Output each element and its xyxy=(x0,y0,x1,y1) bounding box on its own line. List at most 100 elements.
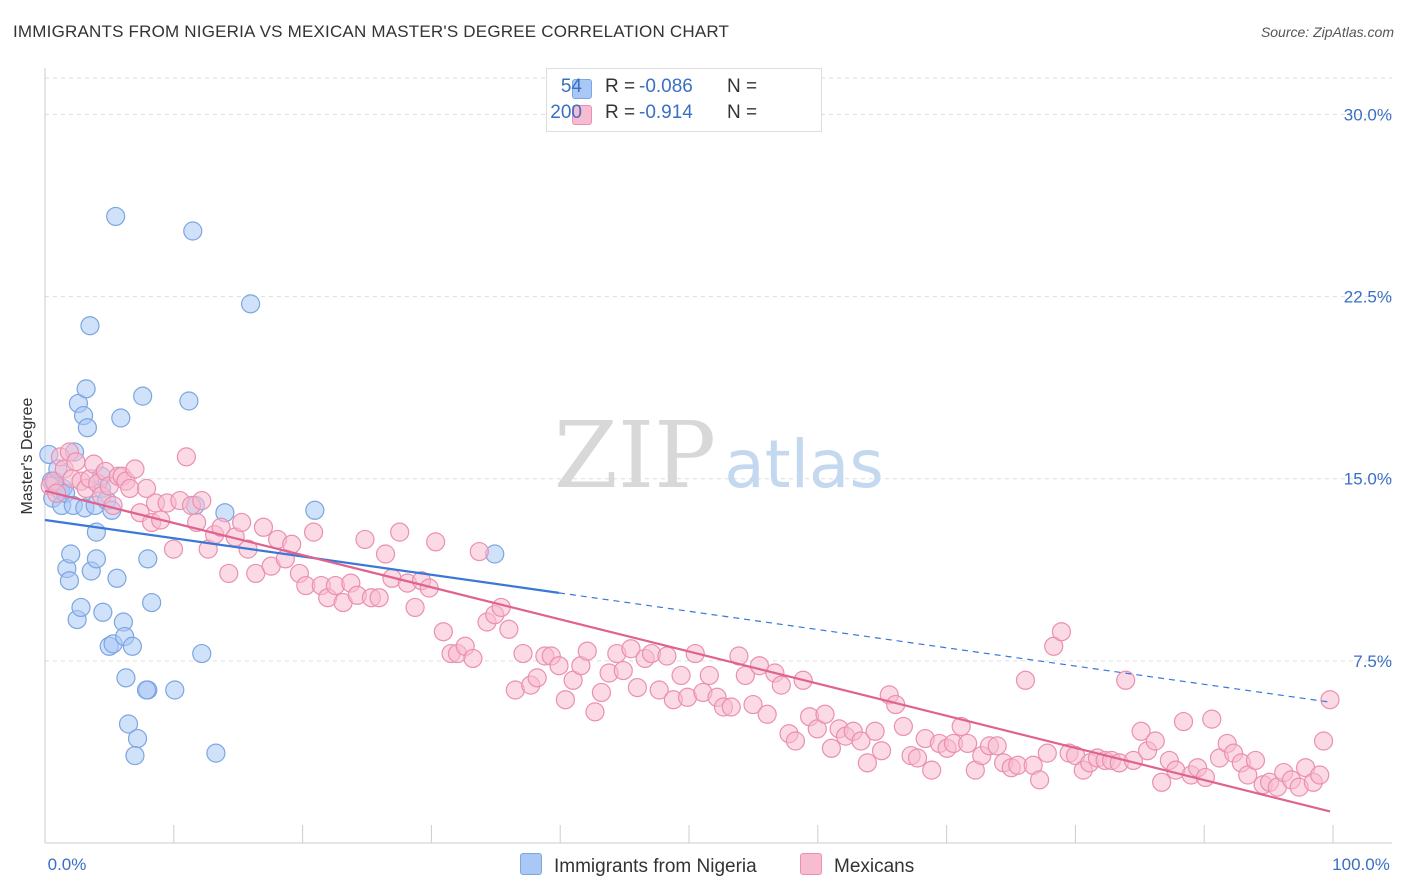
nigeria-point-22 xyxy=(80,316,100,336)
nigeria-point-49 xyxy=(183,221,203,241)
mexican-point-131 xyxy=(893,716,913,737)
nigeria-point-48 xyxy=(165,680,185,700)
bottom-legend-label-nigeria: Immigrants from Nigeria xyxy=(554,856,757,877)
nigeria-point-27 xyxy=(93,602,113,622)
nigeria-point-19 xyxy=(76,379,96,399)
mexican-point-114 xyxy=(771,675,791,695)
mexican-point-100 xyxy=(671,665,691,686)
nigeria-point-42 xyxy=(125,745,145,766)
mexican-point-59 xyxy=(375,544,396,564)
legend-r-label: R = xyxy=(605,76,636,97)
mexican-point-36 xyxy=(211,517,231,537)
trendlines xyxy=(44,489,1331,813)
nigeria-point-46 xyxy=(142,592,162,613)
mexican-trendline xyxy=(44,489,1331,813)
nigeria-point-50 xyxy=(179,391,199,411)
mexican-point-30 xyxy=(176,447,196,467)
mexican-point-104 xyxy=(699,665,719,686)
nigeria-point-11 xyxy=(61,544,81,564)
mexican-point-7 xyxy=(66,452,86,472)
mexican-point-164 xyxy=(1131,721,1151,741)
y-tick-label-2: 22.5% xyxy=(1344,288,1392,307)
mexican-point-71 xyxy=(463,648,483,669)
mexican-point-42 xyxy=(253,517,274,537)
mexican-point-128 xyxy=(871,741,892,761)
nigeria-point-35 xyxy=(111,408,131,428)
legend-n-value-nigeria: 54 xyxy=(560,76,582,97)
mexican-point-174 xyxy=(1202,709,1222,729)
nigeria-point-25 xyxy=(86,549,107,569)
mexican-point-28 xyxy=(163,539,184,559)
mexican-point-116 xyxy=(785,731,806,751)
nigeria-point-55 xyxy=(241,294,261,314)
mexican-point-83 xyxy=(549,656,569,676)
bottom-legend-mexican: Mexicans xyxy=(800,853,914,878)
mexican-point-87 xyxy=(577,641,597,661)
mexican-point-170 xyxy=(1173,711,1194,732)
mexican-point-33 xyxy=(192,490,212,511)
legend-n-label: N = xyxy=(727,76,758,97)
mexican-point-191 xyxy=(1320,690,1340,710)
mexican-point-21 xyxy=(125,459,145,479)
mexican-point-39 xyxy=(232,512,252,533)
nigeria-point-52 xyxy=(192,643,212,664)
legend-r-value-nigeria: -0.086 xyxy=(639,76,693,97)
y-tick-label-0: 7.5% xyxy=(1353,652,1392,671)
mexican-point-180 xyxy=(1245,750,1266,771)
mexican-point-151 xyxy=(1037,743,1057,763)
nigeria-point-47 xyxy=(136,680,157,700)
mexican-point-110 xyxy=(743,694,763,715)
mexican-point-121 xyxy=(821,738,842,758)
mexican-point-112 xyxy=(757,704,777,724)
nigeria-point-39 xyxy=(118,714,139,734)
nigeria-trendline-solid xyxy=(44,518,560,594)
nigeria-point-20 xyxy=(77,418,98,438)
nigeria-point-41 xyxy=(127,728,148,749)
mexican-point-162 xyxy=(1116,670,1136,690)
x-tick-labels: 0.0% 100.0% xyxy=(48,855,1390,874)
mexican-point-76 xyxy=(499,619,519,639)
mexican-point-107 xyxy=(721,697,741,717)
bottom-legend-label-mexican: Mexicans xyxy=(834,856,915,877)
mexican-point-139 xyxy=(951,716,971,737)
nigeria-point-10 xyxy=(59,571,80,591)
mexican-point-126 xyxy=(857,753,878,773)
nigeria-point-53 xyxy=(206,743,226,763)
mexican-point-98 xyxy=(657,646,677,666)
nigeria-point-33 xyxy=(106,206,126,227)
watermark-zip: ZIP xyxy=(554,402,716,509)
mexican-point-190 xyxy=(1313,731,1334,751)
nigeria-point-43 xyxy=(133,386,153,406)
mexican-point-80 xyxy=(527,668,547,688)
mexican-point-89 xyxy=(591,682,612,703)
x-tick-label-min: 0.0% xyxy=(48,855,87,874)
mexican-point-75 xyxy=(491,597,511,618)
y-tick-label-1: 15.0% xyxy=(1344,470,1392,489)
mexican-point-56 xyxy=(355,529,375,550)
mexican-point-61 xyxy=(390,522,410,542)
series-mexican-points xyxy=(40,442,1340,797)
y-tick-labels: 7.5% 15.0% 22.5% 30.0% xyxy=(1344,105,1392,670)
mexican-point-97 xyxy=(649,680,669,700)
mexican-point-166 xyxy=(1145,731,1165,751)
legend-r-label: R = xyxy=(605,102,636,123)
bottom-legend-nigeria: Immigrants from Nigeria xyxy=(520,853,757,878)
watermark: ZIP atlas xyxy=(554,402,884,509)
mexican-point-92 xyxy=(613,660,633,681)
watermark-atlas: atlas xyxy=(724,426,884,503)
chart-title: IMMIGRANTS FROM NIGERIA VS MEXICAN MASTE… xyxy=(13,22,730,41)
mexican-point-23 xyxy=(136,478,157,499)
legend-swatch-nigeria xyxy=(572,79,592,99)
nigeria-point-56 xyxy=(305,500,325,520)
mexican-point-88 xyxy=(585,702,605,722)
mexican-point-63 xyxy=(405,597,425,618)
mexican-point-148 xyxy=(1015,670,1036,690)
mexican-point-133 xyxy=(907,748,928,768)
nigeria-trendline-dashed xyxy=(558,592,1331,703)
mexican-point-84 xyxy=(555,690,576,710)
mexican-point-66 xyxy=(426,532,446,552)
mexican-point-67 xyxy=(433,622,453,642)
legend-n-label: N = xyxy=(727,102,758,123)
mexican-point-49 xyxy=(303,522,324,542)
